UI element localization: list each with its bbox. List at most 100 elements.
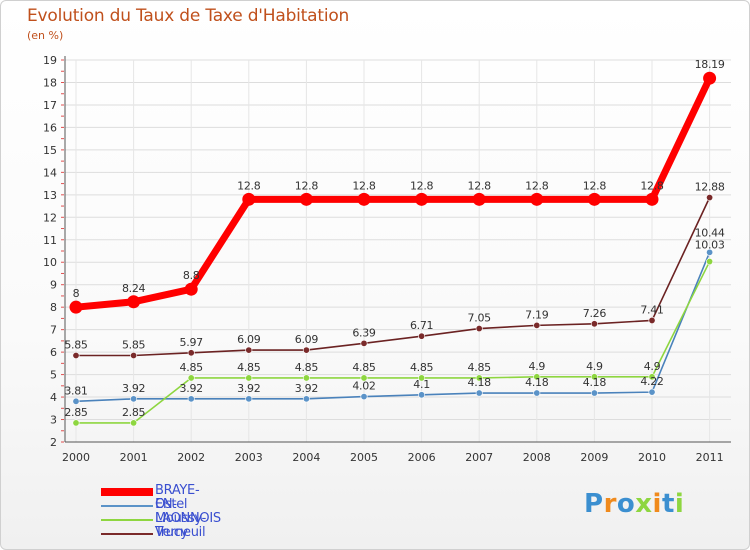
- data-point-ostel: [418, 391, 426, 399]
- data-label-ostel: 3.92: [180, 382, 203, 395]
- data-label-braye: 12.8: [640, 179, 664, 192]
- data-point-braye: [242, 192, 256, 206]
- data-point-ostel: [533, 389, 541, 397]
- x-tick-label: 2010: [638, 451, 666, 464]
- data-point-braye: [184, 282, 198, 296]
- data-label-trucy: 5.85: [122, 338, 146, 351]
- x-tick-label: 2002: [177, 451, 205, 464]
- data-label-braye: 12.8: [352, 179, 376, 192]
- y-tick-label: 3: [50, 414, 57, 427]
- data-point-ostel: [302, 395, 310, 403]
- data-label-ostel: 3.92: [122, 382, 145, 395]
- data-label-braye: 8.24: [122, 282, 146, 295]
- y-tick-label: 9: [50, 279, 57, 292]
- data-point-trucy: [533, 321, 541, 329]
- data-point-braye: [415, 192, 429, 206]
- data-label-trucy: 7.19: [525, 308, 549, 321]
- y-tick-label: 10: [43, 256, 57, 269]
- data-label-trucy: 5.85: [64, 338, 88, 351]
- data-label-moussy: 2.85: [64, 406, 88, 419]
- legend-swatch-ostel: [101, 505, 153, 507]
- data-point-braye: [357, 192, 371, 206]
- data-point-moussy: [302, 374, 310, 382]
- y-tick-label: 2: [50, 436, 57, 449]
- y-tick-label: 5: [50, 369, 57, 382]
- y-tick-label: 4: [50, 391, 57, 404]
- legend-label-trucy: Trucy: [155, 525, 188, 540]
- data-point-braye: [530, 192, 544, 206]
- data-point-moussy: [475, 374, 483, 382]
- data-point-moussy: [245, 374, 253, 382]
- data-label-braye: 12.8: [468, 179, 492, 192]
- data-label-braye: 12.8: [295, 179, 319, 192]
- series-line-braye: [72, 74, 714, 311]
- y-tick-label: 19: [43, 54, 57, 67]
- data-point-moussy: [360, 374, 368, 382]
- data-point-ostel: [130, 395, 138, 403]
- y-tick-label: 15: [43, 144, 57, 157]
- proxiti-logo: Proxiti: [584, 489, 685, 519]
- data-label-moussy: 4.85: [468, 361, 492, 374]
- y-tick-label: 8: [50, 301, 57, 314]
- data-label-braye: 12.8: [410, 179, 434, 192]
- data-label-trucy: 7.41: [640, 303, 663, 316]
- data-point-ostel: [648, 388, 656, 396]
- data-label-trucy: 7.05: [468, 312, 492, 325]
- legend-swatch-moussy: [101, 519, 153, 521]
- data-point-ostel: [72, 397, 80, 405]
- data-label-trucy: 6.71: [410, 319, 433, 332]
- y-tick-label: 13: [43, 189, 57, 202]
- x-tick-label: 2004: [292, 451, 320, 464]
- data-label-ostel: 4.18: [468, 376, 492, 389]
- data-point-ostel: [187, 395, 195, 403]
- data-label-trucy: 6.09: [237, 333, 261, 346]
- data-point-ostel: [590, 389, 598, 397]
- data-point-trucy: [245, 346, 253, 354]
- data-point-ostel: [360, 393, 368, 401]
- data-point-trucy: [648, 316, 656, 324]
- y-tick-label: 12: [43, 211, 57, 224]
- data-label-trucy: 5.97: [180, 336, 204, 349]
- data-label-ostel: 3.92: [237, 382, 260, 395]
- data-point-ostel: [475, 389, 483, 397]
- series-line-moussy: [75, 260, 711, 424]
- data-label-ostel: 3.92: [295, 382, 318, 395]
- data-label-braye: 8.8: [183, 269, 200, 282]
- data-label-moussy: 10.03: [695, 239, 725, 252]
- data-label-trucy: 6.09: [295, 333, 319, 346]
- legend-swatch-braye: [101, 488, 153, 496]
- data-label-braye: 8: [73, 287, 80, 300]
- data-point-moussy: [187, 374, 195, 382]
- data-label-moussy: 4.9: [586, 360, 603, 373]
- data-point-ostel: [706, 248, 714, 256]
- data-label-ostel: 4.22: [640, 375, 663, 388]
- data-label-trucy: 7.26: [583, 307, 607, 320]
- data-label-ostel: 3.81: [64, 384, 87, 397]
- data-point-trucy: [187, 349, 195, 357]
- data-label-moussy: 4.85: [237, 361, 261, 374]
- y-tick-label: 18: [43, 76, 57, 89]
- data-point-trucy: [706, 194, 714, 202]
- legend-label-ostel: Ostel: [155, 497, 188, 512]
- y-tick-label: 16: [43, 121, 57, 134]
- data-point-braye: [472, 192, 486, 206]
- legend-label-braye: BRAYE-EN-LAONNOIS: [155, 483, 221, 526]
- y-tick-label: 17: [43, 99, 57, 112]
- x-tick-label: 2007: [465, 451, 493, 464]
- data-point-trucy: [475, 325, 483, 333]
- y-axis-unit-label: (en %): [27, 29, 64, 42]
- x-tick-label: 2000: [62, 451, 90, 464]
- data-point-trucy: [130, 351, 138, 359]
- chart-title: Evolution du Taux de Taxe d'Habitation: [27, 6, 350, 26]
- data-label-moussy: 4.85: [180, 361, 204, 374]
- data-label-moussy: 2.85: [122, 406, 146, 419]
- data-label-ostel: 4.18: [583, 376, 607, 389]
- y-tick-label: 6: [50, 346, 57, 359]
- data-label-braye: 12.8: [237, 179, 261, 192]
- data-label-ostel: 4.02: [352, 380, 375, 393]
- legend-swatch-trucy: [101, 533, 153, 535]
- data-label-moussy: 4.85: [410, 361, 434, 374]
- data-point-braye: [645, 192, 659, 206]
- data-point-moussy: [72, 419, 80, 427]
